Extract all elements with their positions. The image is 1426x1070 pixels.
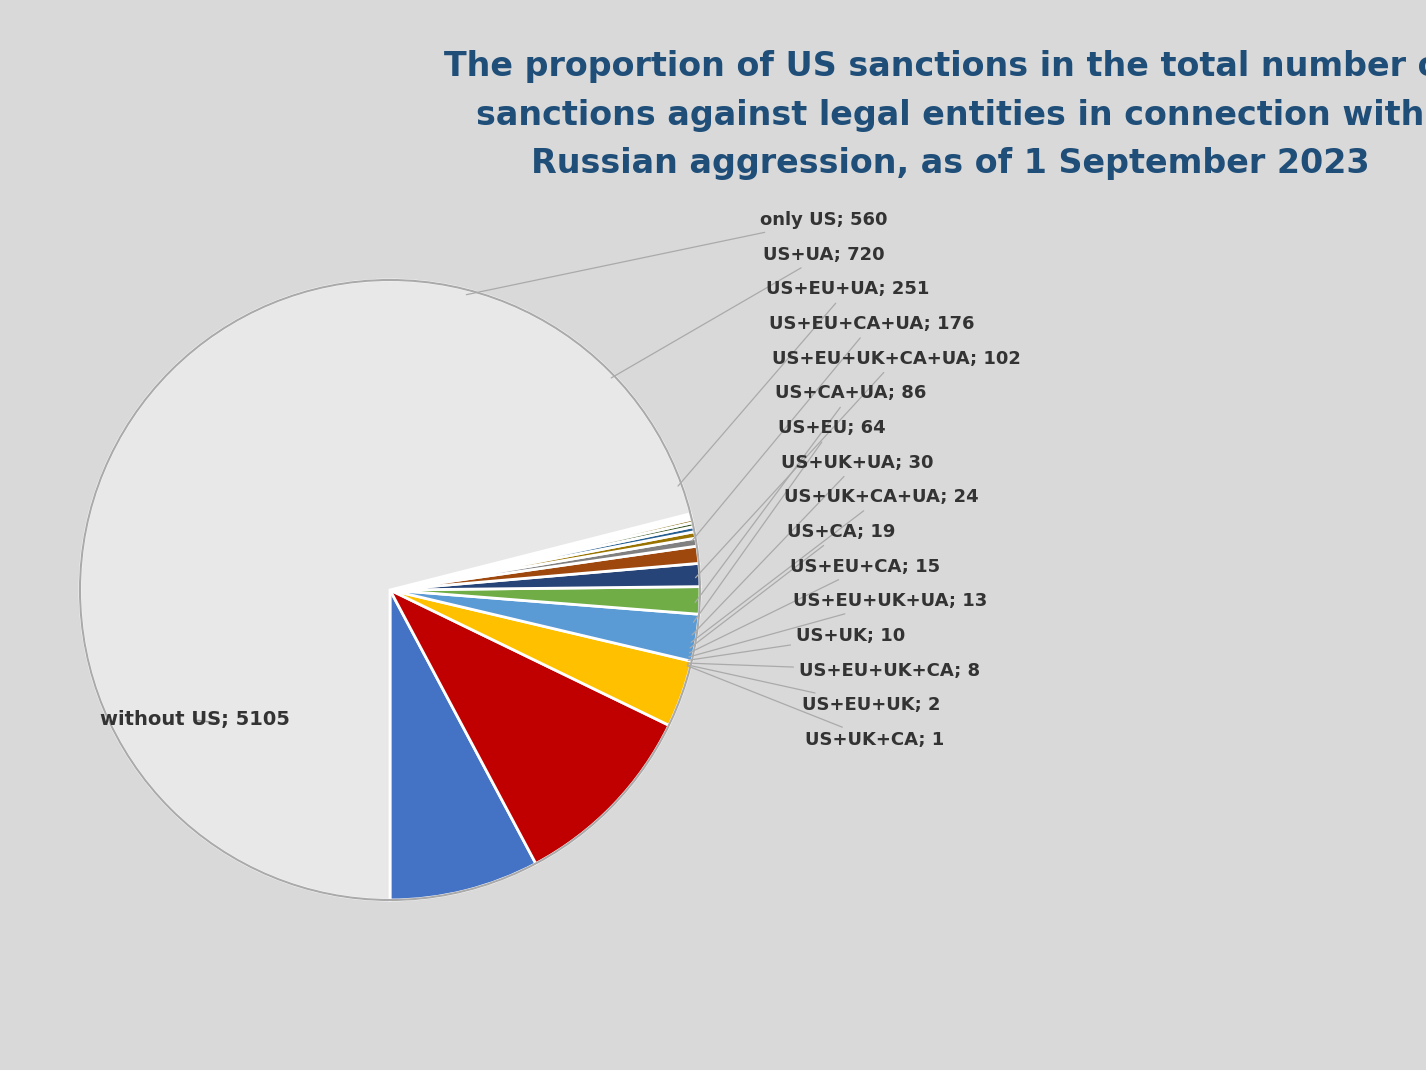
Text: US+EU+UK+UA; 13: US+EU+UK+UA; 13 bbox=[689, 593, 987, 657]
Text: US+UK+UA; 30: US+UK+UA; 30 bbox=[692, 454, 934, 635]
Wedge shape bbox=[389, 590, 699, 661]
Text: US+EU+UK+CA+UA; 102: US+EU+UK+CA+UA; 102 bbox=[696, 350, 1021, 578]
Text: The proportion of US sanctions in the total number of
sanctions against legal en: The proportion of US sanctions in the to… bbox=[445, 50, 1426, 180]
Text: without US; 5105: without US; 5105 bbox=[100, 710, 289, 730]
Text: US+UA; 720: US+UA; 720 bbox=[612, 246, 884, 378]
Wedge shape bbox=[389, 586, 700, 614]
Text: US+EU+UK; 2: US+EU+UK; 2 bbox=[687, 664, 941, 715]
Wedge shape bbox=[80, 280, 690, 900]
Text: US+EU+CA; 15: US+EU+CA; 15 bbox=[689, 557, 940, 653]
Wedge shape bbox=[389, 514, 690, 590]
Text: US+UK+CA+UA; 24: US+UK+CA+UA; 24 bbox=[692, 488, 978, 642]
Text: US+UK+CA; 1: US+UK+CA; 1 bbox=[687, 666, 944, 749]
Wedge shape bbox=[389, 515, 692, 590]
Wedge shape bbox=[389, 519, 693, 590]
Wedge shape bbox=[389, 517, 692, 590]
Text: US+EU; 64: US+EU; 64 bbox=[693, 419, 886, 623]
Wedge shape bbox=[389, 532, 696, 590]
Text: US+EU+UK+CA; 8: US+EU+UK+CA; 8 bbox=[687, 661, 980, 679]
Wedge shape bbox=[389, 590, 536, 900]
Wedge shape bbox=[389, 546, 699, 590]
Wedge shape bbox=[389, 590, 669, 863]
Wedge shape bbox=[389, 526, 694, 590]
Text: US+CA; 19: US+CA; 19 bbox=[690, 523, 896, 648]
Text: US+EU+UA; 251: US+EU+UA; 251 bbox=[677, 280, 930, 486]
Text: US+UK; 10: US+UK; 10 bbox=[689, 627, 906, 660]
Wedge shape bbox=[389, 514, 690, 590]
Wedge shape bbox=[389, 563, 700, 590]
Text: only US; 560: only US; 560 bbox=[466, 211, 887, 294]
Text: US+EU+CA+UA; 176: US+EU+CA+UA; 176 bbox=[692, 315, 974, 541]
Text: US+CA+UA; 86: US+CA+UA; 86 bbox=[694, 384, 927, 602]
Wedge shape bbox=[389, 538, 697, 590]
Wedge shape bbox=[389, 522, 693, 590]
Wedge shape bbox=[389, 590, 692, 725]
